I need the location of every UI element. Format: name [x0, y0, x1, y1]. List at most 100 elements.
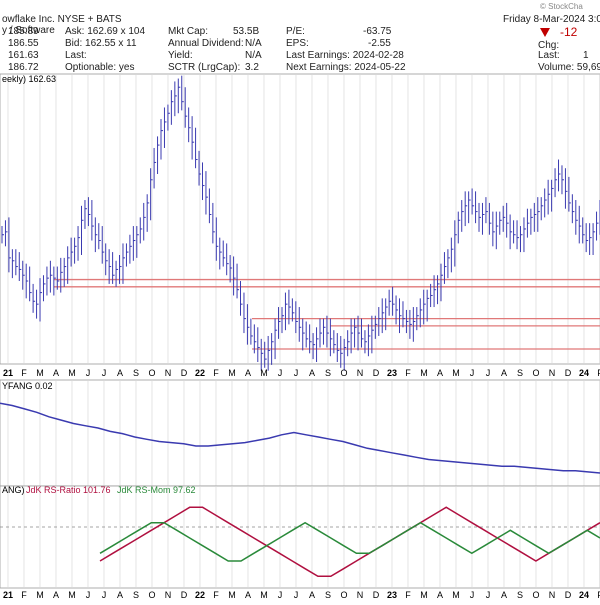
- x-tick-label: A: [245, 590, 251, 600]
- mkt-cap-label: Mkt Cap:: [168, 26, 208, 37]
- x-tick-label: N: [549, 368, 556, 378]
- x-tick-label: J: [470, 590, 475, 600]
- eps-label: EPS:: [286, 38, 309, 49]
- x-tick-label: M: [420, 590, 428, 600]
- last-earnings: Last Earnings: 2024-02-28: [286, 50, 404, 61]
- x-tick-label: J: [470, 368, 475, 378]
- x-tick-label: F: [21, 590, 27, 600]
- jdk-gridlines: [7, 486, 600, 588]
- jdk-panel: ANG) JdK RS-Ratio 101.76 JdK RS-Mom 97.6…: [0, 485, 600, 589]
- x-tick-label: D: [565, 368, 572, 378]
- x-tick-label: S: [325, 368, 331, 378]
- x-tick-label: A: [117, 368, 123, 378]
- x-tick-label: F: [405, 590, 411, 600]
- x-tick-label: 23: [387, 590, 397, 600]
- dividend-label: Annual Dividend:: [168, 38, 244, 49]
- x-tick-label: A: [501, 590, 507, 600]
- x-tick-label: 23: [387, 368, 397, 378]
- x-tick-label: M: [420, 368, 428, 378]
- x-axis-bottom: 21 F M A M J J A S O N D 22 F M A M J J A S O N D 23 F M A M J J A S O N D 2…: [3, 590, 600, 600]
- volume: Volume: 59,69: [538, 62, 600, 73]
- x-tick-label: J: [486, 368, 491, 378]
- x-tick-label: A: [117, 590, 123, 600]
- x-tick-label: A: [53, 590, 59, 600]
- optionable: Optionable: yes: [65, 62, 135, 73]
- x-tick-label: F: [597, 590, 600, 600]
- jdk-ratio-label: JdK RS-Ratio 101.76: [26, 485, 111, 495]
- rs-line: [0, 402, 600, 474]
- x-tick-label: F: [213, 590, 219, 600]
- industry: y / Software: [2, 25, 55, 36]
- price-bars: [1, 75, 600, 371]
- change-value: -12: [560, 25, 578, 39]
- x-tick-label: N: [165, 590, 172, 600]
- x-tick-label: O: [532, 590, 539, 600]
- date: Friday 8-Mar-2024 3:0: [503, 14, 600, 25]
- mkt-cap-value: 53.5B: [233, 26, 259, 37]
- x-tick-label: N: [357, 590, 364, 600]
- x-tick-label: 24: [579, 368, 589, 378]
- watermark: © StockCha: [540, 2, 583, 11]
- x-tick-label: M: [452, 590, 460, 600]
- x-tick-label: M: [228, 590, 236, 600]
- yield-label: Yield:: [168, 50, 193, 61]
- dividend-value: N/A: [245, 38, 262, 49]
- x-tick-label: N: [357, 368, 364, 378]
- chg-label: Chg:: [538, 40, 559, 51]
- x-tick-label: S: [517, 368, 523, 378]
- high-value: 186.55: [8, 38, 39, 49]
- company-name: owflake Inc. NYSE + BATS: [2, 14, 122, 25]
- x-tick-label: M: [68, 590, 76, 600]
- x-tick-label: M: [36, 590, 44, 600]
- yield-value: N/A: [245, 50, 262, 61]
- x-tick-label: M: [228, 368, 236, 378]
- price-panel: eekly) 162.63: [0, 73, 600, 371]
- down-arrow-icon: [540, 28, 550, 37]
- x-tick-label: M: [260, 368, 268, 378]
- rs-label: YFANG 0.02: [2, 381, 53, 391]
- x-tick-label: J: [86, 368, 91, 378]
- last-label: Last:: [65, 50, 87, 61]
- x-tick-label: O: [148, 368, 155, 378]
- bid: Bid: 162.55 x 11: [65, 38, 137, 49]
- x-tick-label: M: [452, 368, 460, 378]
- eps-value: -2.55: [368, 38, 391, 49]
- last-value: 1: [583, 50, 589, 61]
- pe-label: P/E:: [286, 26, 305, 37]
- x-tick-label: D: [373, 368, 380, 378]
- jdk-prefix: ANG): [2, 485, 25, 495]
- prev-value: 186.72: [8, 62, 39, 73]
- low-value: 161.63: [8, 50, 39, 61]
- jdk-mom-line: [99, 521, 600, 562]
- x-tick-label: F: [597, 368, 600, 378]
- jdk-ratio-line: [99, 506, 600, 578]
- sctr-label: SCTR (LrgCap):: [168, 62, 240, 73]
- x-tick-label: O: [340, 368, 347, 378]
- x-tick-label: M: [68, 368, 76, 378]
- next-earnings: Next Earnings: 2024-05-22: [286, 62, 406, 73]
- x-tick-label: 24: [579, 590, 589, 600]
- x-tick-label: F: [21, 368, 27, 378]
- x-tick-label: A: [309, 368, 315, 378]
- x-tick-label: A: [437, 368, 443, 378]
- x-tick-label: O: [340, 590, 347, 600]
- x-axis: 21 F M A M J J A S O N D 22 F M A M J J A S O N D 23 F M A M J J A S O N D 2…: [3, 368, 600, 378]
- header: owflake Inc. NYSE + BATS y / Software Fr…: [2, 2, 600, 73]
- x-tick-label: F: [405, 368, 411, 378]
- x-tick-label: D: [181, 368, 188, 378]
- x-tick-label: S: [517, 590, 523, 600]
- jdk-mom-label: JdK RS-Mom 97.62: [117, 485, 196, 495]
- x-tick-label: J: [294, 590, 299, 600]
- x-tick-label: N: [549, 590, 556, 600]
- x-tick-label: J: [102, 368, 107, 378]
- x-tick-label: J: [486, 590, 491, 600]
- x-tick-label: A: [53, 368, 59, 378]
- sctr-value: 3.2: [245, 62, 259, 73]
- last-label-right: Last:: [538, 50, 560, 61]
- x-tick-label: 22: [195, 590, 205, 600]
- open-value: 185.89: [8, 26, 39, 37]
- x-tick-label: M: [260, 590, 268, 600]
- x-tick-label: 22: [195, 368, 205, 378]
- pe-value: -63.75: [363, 26, 392, 37]
